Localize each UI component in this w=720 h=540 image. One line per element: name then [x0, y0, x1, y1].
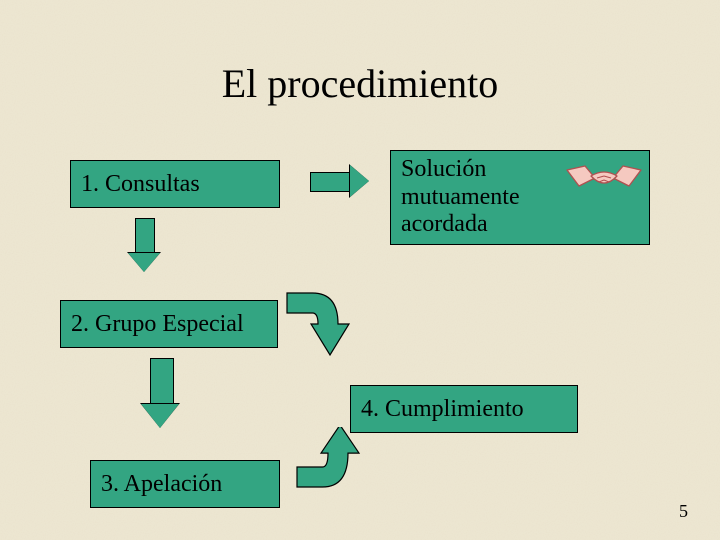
handshake-icon: [565, 156, 643, 204]
box-cumplimiento: 4. Cumplimiento: [350, 385, 578, 433]
box-grupo-label: 2. Grupo Especial: [71, 311, 244, 338]
arrow-grupo-to-cumplimiento: [285, 291, 360, 371]
box-apelacion: 3. Apelación: [90, 460, 280, 508]
box-consultas-label: 1. Consultas: [81, 171, 200, 198]
box-grupo: 2. Grupo Especial: [60, 300, 278, 348]
slide-title: El procedimiento: [0, 60, 720, 107]
box-cumplimiento-label: 4. Cumplimiento: [361, 396, 524, 423]
arrow-apelacion-to-cumplimiento: [295, 427, 370, 505]
box-solucion-label: Solución mutuamente acordada: [401, 156, 520, 239]
slide: El procedimiento 1. Consultas Solución m…: [0, 0, 720, 540]
box-apelacion-label: 3. Apelación: [101, 471, 222, 498]
box-consultas: 1. Consultas: [70, 160, 280, 208]
page-number: 5: [679, 501, 688, 522]
